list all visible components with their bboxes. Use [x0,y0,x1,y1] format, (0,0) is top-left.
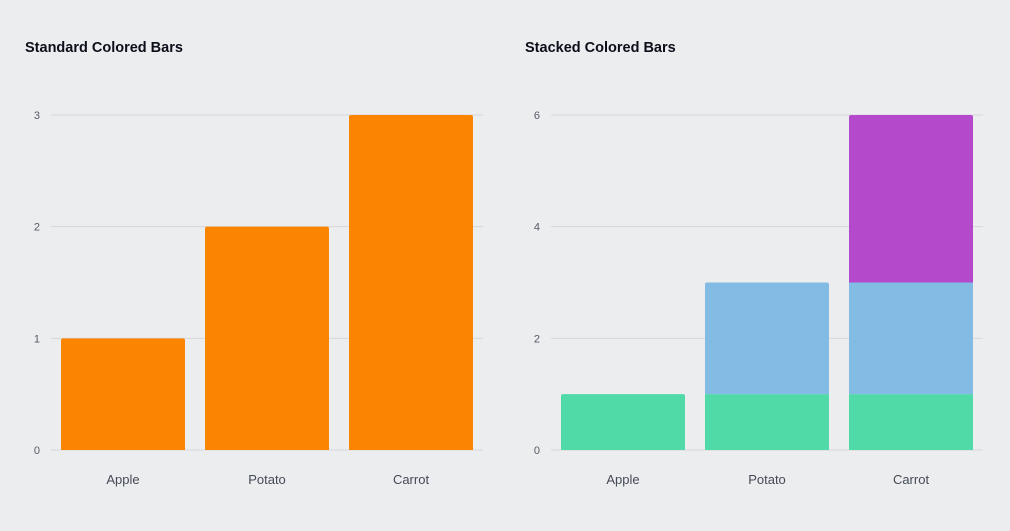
standard-bar-chart-panel: Standard Colored Bars 0 1 2 3 Apple Potato Car… [25,40,483,487]
standard-bar-chart: 0 1 2 3 Apple Potato Carrot [34,110,483,487]
chart-title: Stacked Colored Bars [525,40,676,56]
y-tick-label: 0 [34,445,40,457]
bar-potato-segment-1 [705,394,829,450]
bar-potato [205,226,329,450]
bar-apple [61,338,185,450]
x-category-label: Carrot [393,472,430,487]
bar-carrot-segment-3 [849,115,973,283]
chart-title: Standard Colored Bars [25,40,183,56]
bar-potato-segment-2 [705,282,829,395]
x-category-label: Apple [106,472,139,487]
bar-apple-segment-1 [561,394,685,450]
x-category-label: Apple [606,472,639,487]
y-tick-label: 2 [34,222,40,234]
y-tick-label: 1 [34,333,40,345]
y-tick-label: 6 [534,110,540,122]
stacked-bar-chart: 0 2 4 6 Apple Potato Carrot [534,110,983,487]
bar-carrot-segment-2 [849,282,973,395]
bar-carrot-segment-1 [849,394,973,450]
y-tick-label: 3 [34,110,40,122]
x-category-label: Carrot [893,472,930,487]
y-tick-label: 2 [534,333,540,345]
bar-carrot [349,115,473,450]
y-tick-label: 4 [534,222,540,234]
stacked-bar-chart-panel: Stacked Colored Bars 0 2 4 6 Apple Potato Carr… [500,0,1005,531]
x-category-label: Potato [748,472,786,487]
x-category-label: Potato [248,472,286,487]
y-tick-label: 0 [534,445,540,457]
